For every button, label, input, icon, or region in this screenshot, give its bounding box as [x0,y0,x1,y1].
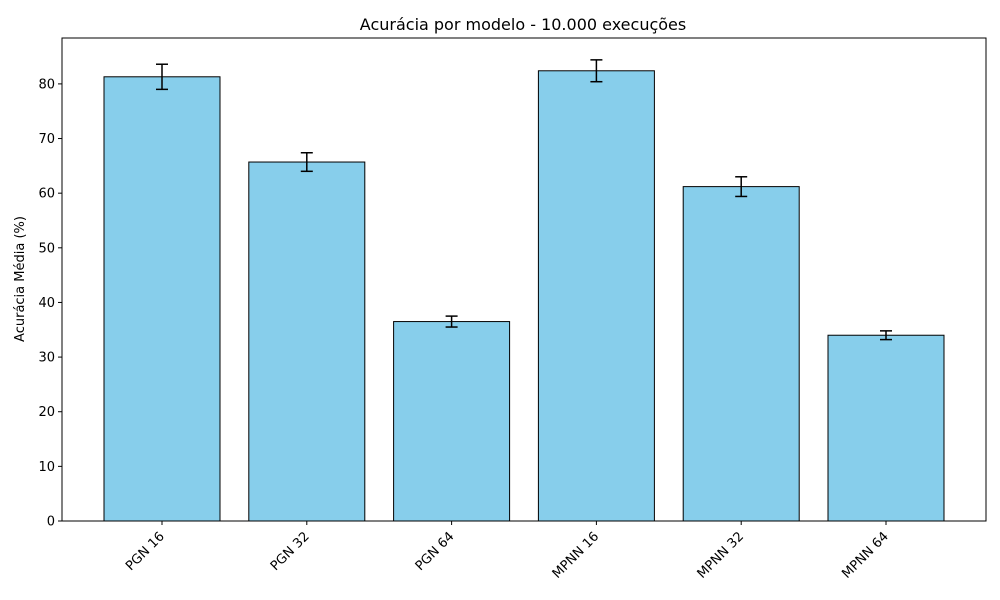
error-bar [880,330,892,341]
y-tick-label: 20 [38,405,55,420]
x-tick-label: PGN 16 [123,529,168,574]
error-bar [735,176,748,198]
y-axis-label: Acurácia Média (%) [13,216,28,342]
error-bar [590,59,603,83]
bar [248,161,366,522]
chart-title: Acurácia por modelo - 10.000 execuções [360,15,686,34]
x-tick-label: MPNN 16 [550,529,602,581]
y-tick-label: 40 [38,296,55,311]
x-tick-label: MPNN 64 [839,529,891,581]
y-tick-label: 50 [38,241,55,256]
error-bar [300,151,313,173]
bar [827,334,945,522]
y-tick-label: 30 [38,351,55,366]
x-tick-label: PGN 32 [268,529,313,574]
y-tick-label: 70 [38,132,55,147]
x-tick-label: MPNN 32 [695,529,747,581]
plot-area: PGN 16 PGN 32 PGN 64 MPNN 16 MPNN 32 MPNN 64 0… [38,37,987,582]
error-bar [445,315,458,328]
bar [393,321,511,522]
plot-frame [61,37,987,522]
y-tick-label: 80 [38,77,55,92]
bar [537,70,655,522]
y-tick-label: 0 [47,515,55,530]
error-bar [156,63,168,91]
y-tick-label: 10 [38,460,55,475]
y-tick-label: 60 [38,187,55,202]
bar [103,76,221,522]
x-tick-label: PGN 64 [413,529,458,574]
bar [682,186,800,522]
